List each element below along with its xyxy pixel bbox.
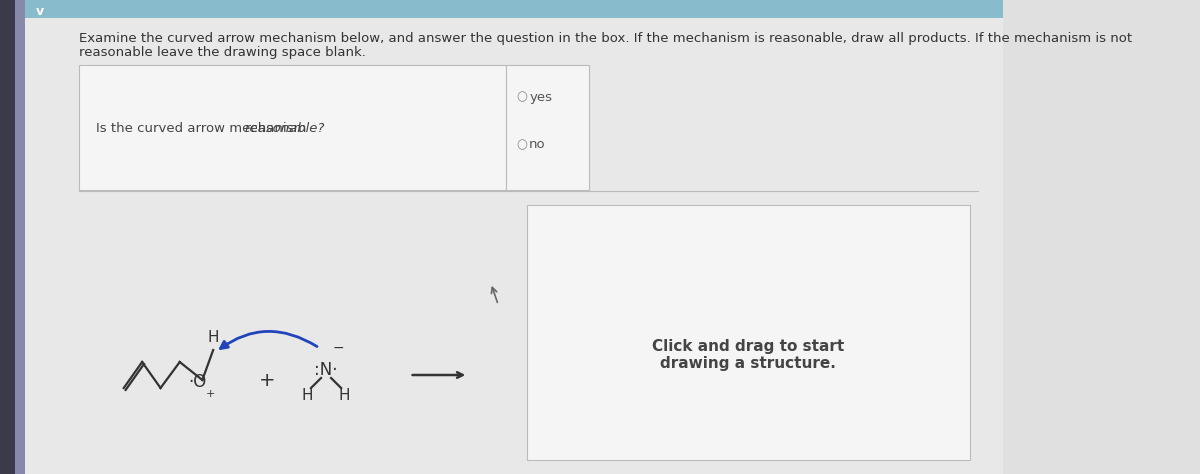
Text: H: H (302, 388, 313, 402)
Text: v: v (36, 4, 44, 18)
Text: +: + (259, 371, 276, 390)
Bar (506, 65, 589, 190)
Bar (79, 65, 506, 190)
Text: yes: yes (529, 91, 552, 103)
Text: Click and drag to start
drawing a structure.: Click and drag to start drawing a struct… (652, 339, 845, 371)
Text: −: − (332, 341, 344, 355)
Text: H: H (338, 388, 350, 402)
Bar (527, 205, 970, 460)
Text: :N·: :N· (314, 361, 338, 379)
Text: no: no (529, 138, 546, 152)
Text: reasonable?: reasonable? (245, 121, 325, 135)
Text: H: H (208, 330, 218, 346)
Text: +: + (206, 389, 215, 399)
Bar (0, 0, 16, 474)
Bar (16, 0, 25, 474)
Bar (25, 0, 1003, 18)
Text: ○: ○ (517, 91, 528, 103)
Text: Is the curved arrow mechanism: Is the curved arrow mechanism (96, 121, 311, 135)
Text: Examine the curved arrow mechanism below, and answer the question in the box. If: Examine the curved arrow mechanism below… (79, 32, 1133, 45)
FancyArrowPatch shape (221, 331, 317, 348)
Text: reasonable leave the drawing space blank.: reasonable leave the drawing space blank… (79, 46, 366, 59)
Text: ○: ○ (517, 138, 528, 152)
Text: ·O: ·O (188, 373, 206, 391)
